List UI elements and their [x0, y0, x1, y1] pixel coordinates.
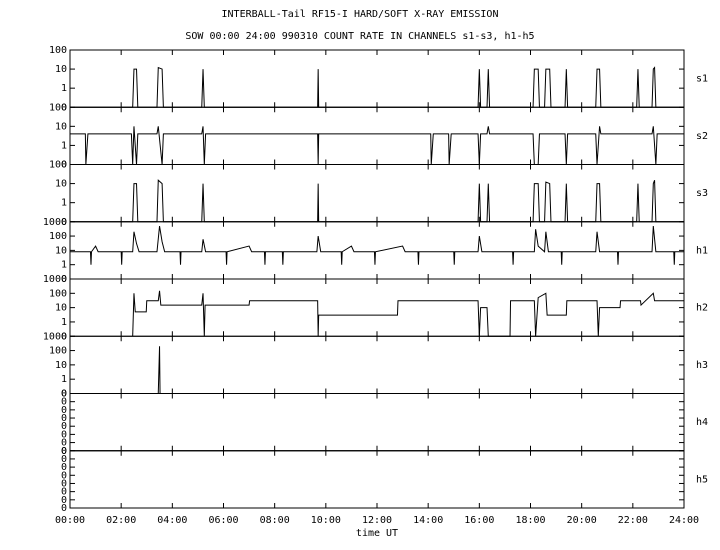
data-line	[132, 290, 684, 337]
y-tick-label: 1000	[43, 331, 67, 342]
y-tick-label: 0	[61, 421, 67, 432]
x-tick-label: 24:00	[669, 515, 699, 526]
x-tick-label: 02:00	[106, 515, 136, 526]
y-tick-label: 1000	[43, 217, 67, 228]
y-tick-label: 0	[61, 503, 67, 514]
y-tick-label: 0	[61, 217, 67, 228]
y-tick-label: 1	[61, 317, 67, 328]
y-tick-label: 100	[49, 288, 67, 299]
x-tick-label: 22:00	[618, 515, 648, 526]
panel-label: h1	[696, 245, 708, 256]
y-tick-label: 100	[49, 102, 67, 113]
y-tick-label: 0	[61, 438, 67, 449]
y-tick-label: 0	[61, 454, 67, 465]
y-tick-label: 10	[55, 179, 67, 190]
y-tick-label: 10	[55, 245, 67, 256]
y-tick-label: 0	[61, 397, 67, 408]
x-tick-label: 18:00	[515, 515, 545, 526]
y-tick-label: 10	[55, 64, 67, 75]
y-tick-label: 0	[61, 160, 67, 171]
y-tick-label: 100	[49, 231, 67, 242]
y-tick-label: 1	[61, 260, 67, 271]
y-tick-label: 1	[61, 140, 67, 151]
panel-label: h5	[696, 474, 708, 485]
panel-label: h2	[696, 303, 708, 314]
y-tick-label: 0	[61, 274, 67, 285]
y-tick-label: 0	[61, 389, 67, 400]
y-tick-label: 100	[49, 346, 67, 357]
y-tick-label: 0	[61, 462, 67, 473]
y-tick-label: 0	[61, 446, 67, 457]
y-tick-label: 0	[61, 331, 67, 342]
y-tick-label: 1	[61, 198, 67, 209]
y-tick-label: 0	[61, 478, 67, 489]
y-tick-label: 0	[61, 413, 67, 424]
y-tick-label: 0	[61, 389, 67, 400]
y-tick-label: 10	[55, 121, 67, 132]
x-tick-label: 20:00	[567, 515, 597, 526]
y-tick-label: 0	[61, 470, 67, 481]
x-tick-label: 06:00	[208, 515, 238, 526]
x-axis-label: time UT	[356, 528, 398, 539]
panel-label: s2	[696, 131, 708, 142]
y-tick-label: 100	[49, 45, 67, 56]
y-tick-label: 0	[61, 487, 67, 498]
data-line	[70, 126, 684, 165]
data-line	[70, 225, 684, 265]
chart-subtitle: SOW 00:00 24:00 990310 COUNT RATE IN CHA…	[185, 31, 534, 42]
x-tick-label: 14:00	[413, 515, 443, 526]
panel-label: h3	[696, 360, 708, 371]
y-tick-label: 0	[61, 405, 67, 416]
y-tick-label: 1000	[43, 274, 67, 285]
panel-label: s3	[696, 188, 708, 199]
chart-title: INTERBALL-Tail RF15-I HARD/SOFT X-RAY EM…	[222, 9, 499, 20]
panel-label: s1	[696, 74, 708, 85]
y-tick-label: 100	[49, 160, 67, 171]
x-tick-label: 00:00	[55, 515, 85, 526]
x-tick-label: 08:00	[260, 515, 290, 526]
y-tick-label: 0	[61, 429, 67, 440]
y-tick-label: 1	[61, 83, 67, 94]
y-tick-label: 10	[55, 360, 67, 371]
panel-label: h4	[696, 417, 708, 428]
x-tick-label: 16:00	[464, 515, 494, 526]
x-tick-label: 12:00	[362, 515, 392, 526]
x-tick-label: 10:00	[311, 515, 341, 526]
y-tick-label: 1	[61, 374, 67, 385]
x-tick-label: 04:00	[157, 515, 187, 526]
y-tick-label: 0	[61, 446, 67, 457]
y-tick-label: 0	[61, 102, 67, 113]
y-tick-label: 10	[55, 303, 67, 314]
y-tick-label: 0	[61, 495, 67, 506]
